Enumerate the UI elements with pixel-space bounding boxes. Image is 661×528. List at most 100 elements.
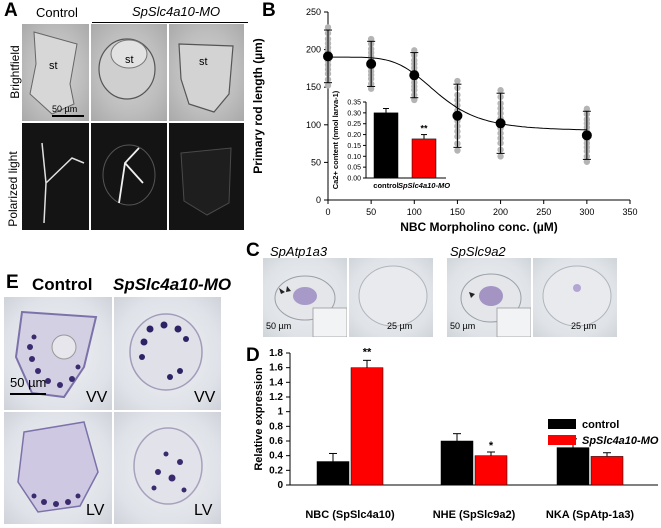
panel-c-gene1-label: SpAtp1a3 (270, 244, 328, 259)
chart-b-x-tick-label: 300 (579, 207, 594, 217)
chart-b-x-axis-label: NBC Morpholino conc. (µM) (400, 220, 558, 234)
chart-d-y-tick-label: 0.4 (269, 451, 283, 462)
chart-d-category-label: NHE (SpSlc9a2) (433, 509, 516, 521)
chart-b-x-tick-label: 200 (493, 207, 508, 217)
panel-e-control-vv: VV 50 µm (4, 297, 112, 410)
panel-e-scale-bar-label: 50 µm (10, 375, 47, 390)
chart-d-y-tick-label: 0 (277, 480, 283, 491)
chart-d-y-tick-label: 1.4 (269, 377, 283, 388)
chart-b-data-dot (324, 24, 332, 31)
chart-b-y-tick-label: 100 (306, 120, 321, 130)
chart-b-x-tick-label: 250 (536, 207, 551, 217)
panel-a-row-polarized: Polarized light (6, 151, 20, 227)
chart-b-mean-point (581, 130, 592, 141)
chart-d-significance: * (489, 440, 494, 452)
panel-a-scale-bar-label: 50 µm (52, 104, 78, 114)
chart-b-data-dot (583, 158, 591, 165)
panel-a-control-header: Control (36, 5, 78, 20)
chart-b-inset-y-tick-label: 0.30 (347, 110, 361, 117)
panel-e-mo-vv: VV (114, 297, 221, 410)
panel-e-vv-label-2: VV (194, 389, 216, 406)
chart-b-data-dot (583, 105, 591, 113)
panel-e-mo-header: SpSlc4a10-MO (113, 275, 231, 295)
chart-b-inset-y-tick-label: 0.15 (347, 143, 361, 150)
chart-d-bar (350, 367, 384, 486)
panel-a-label: A (4, 0, 18, 21)
chart-b-inset-category-label: SpSlc4a10-MO (398, 181, 450, 190)
chart-b-inset-y-tick-label: 0.00 (347, 176, 361, 183)
chart-b-mean-point (495, 118, 506, 129)
panel-a-mo-header: SpSlc4a10-MO (132, 4, 221, 19)
chart-b-y-tick-label: 0 (316, 195, 321, 205)
panel-a-st-label-2: st (125, 54, 134, 66)
chart-b-x-tick-label: 0 (325, 207, 330, 217)
chart-b-inset-category-label: control (373, 181, 398, 190)
panel-c-scale-50-1: 50 µm (266, 321, 292, 331)
panel-d-chart: 0 0.2 0.4 0.6 0.8 1 1.2 1.4 1.6 1.8 Relative expre… (253, 346, 659, 521)
chart-d-legend-label: SpSlc4a10-MO (582, 435, 659, 447)
chart-b-mean-point (323, 51, 333, 62)
chart-d-bar (590, 456, 624, 486)
chart-b-data-dot (411, 96, 418, 104)
chart-b-data-dot (367, 35, 375, 43)
chart-d-y-tick-label: 1.8 (269, 348, 283, 359)
panel-e-label: E (6, 272, 19, 293)
chart-b-mean-point (452, 110, 463, 121)
chart-b-data-dot (411, 47, 418, 54)
chart-d-bar (316, 461, 350, 486)
chart-b-data-dot (367, 85, 375, 92)
chart-d-legend-swatch (548, 435, 576, 445)
panel-a-mo-brightfield-1: st (91, 24, 167, 121)
chart-b-inset-y-tick-label: 0.20 (347, 132, 361, 139)
chart-b-data-dot (497, 87, 504, 94)
chart-d-y-tick-label: 1.2 (269, 392, 283, 403)
panel-c-slc9a2-zoom: 25 µm (533, 258, 617, 337)
panel-c-atp1a3-zoom: 25 µm (349, 258, 433, 337)
panel-d-label: D (246, 345, 260, 366)
panel-e-vv-label-1: VV (86, 389, 108, 406)
chart-b-x-tick-label: 50 (366, 207, 376, 217)
chart-b-y-tick-label: 150 (306, 82, 321, 92)
panel-a-st-label-3: st (199, 56, 208, 68)
chart-b-data-dot (324, 82, 332, 89)
chart-b-x-tick-label: 150 (450, 207, 465, 217)
panel-c-scale-50-2: 50 µm (450, 321, 476, 331)
chart-b-inset-y-label: Ca2+ content (nmol larva-1) (331, 90, 340, 189)
chart-d-legend-label: control (582, 419, 619, 431)
chart-b-x-tick-label: 350 (622, 207, 637, 217)
chart-b-inset-y-tick-label: 0.05 (347, 165, 361, 172)
chart-d-legend-swatch (548, 419, 576, 429)
panel-e-mo-header-text: SpSlc4a10-MO (113, 275, 232, 294)
panel-e-control-lv: LV (4, 412, 112, 524)
panel-a-row-brightfield: Brightfield (8, 45, 22, 99)
chart-b-x-tick-label: 100 (407, 207, 422, 217)
panel-e-lv-label-2: LV (194, 502, 213, 519)
panel-a-control-polarized (22, 123, 89, 230)
panel-a-control-brightfield: st 50 µm (22, 24, 89, 121)
chart-b-inset-y-tick-label: 0.25 (347, 121, 361, 128)
panel-c-label: C (246, 240, 260, 261)
chart-b-data-dot (454, 77, 461, 85)
chart-d-y-tick-label: 1.6 (269, 363, 283, 374)
panel-a-st-label-1: st (49, 60, 58, 72)
panel-a-mo-polarized-1 (91, 123, 167, 230)
chart-b-inset-y-tick-label: 0.35 (347, 100, 361, 107)
chart-b-inset-bar (373, 112, 399, 179)
chart-b-y-tick-label: 250 (306, 7, 321, 17)
chart-b-data-dot (497, 153, 504, 160)
panel-e-control-header: Control (32, 275, 93, 294)
panel-c-atp1a3-whole: 50 µm (263, 258, 347, 337)
panel-e-mo-lv: LV (114, 412, 221, 524)
chart-b-data-dot (454, 147, 461, 154)
chart-d-y-tick-label: 0.6 (269, 436, 283, 447)
panel-a-scale-bar (52, 115, 84, 117)
chart-b-inset-y-tick-label: 0.10 (347, 154, 361, 161)
panel-c-scale-25-2: 25 µm (571, 321, 597, 331)
chart-d-category-label: NBC (SpSlc4a10) (305, 509, 395, 521)
panel-a-header-line (92, 22, 248, 23)
chart-b-inset-significance: ** (420, 124, 428, 134)
panel-b-label: B (262, 0, 276, 21)
chart-d-bar (440, 440, 474, 486)
chart-b-mean-point (366, 58, 377, 69)
chart-d-y-tick-label: 0.2 (269, 465, 283, 476)
